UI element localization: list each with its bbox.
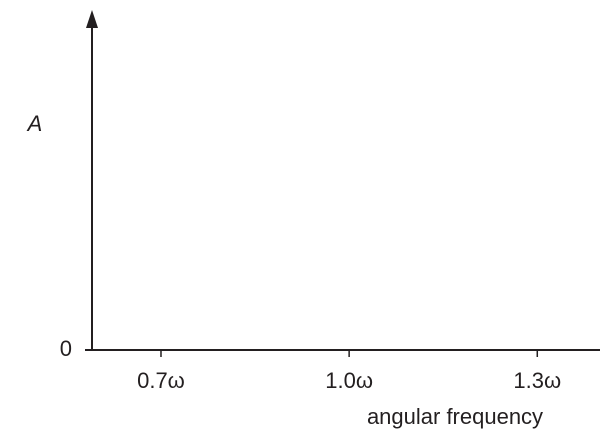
x-tick-label: 1.3ω <box>513 368 561 393</box>
y-tick-label: 0 <box>60 336 72 361</box>
y-axis-arrow <box>86 10 98 28</box>
x-tick-label: 0.7ω <box>137 368 185 393</box>
y-axis-label: A <box>26 111 43 136</box>
x-tick-label: 1.0ω <box>325 368 373 393</box>
x-axis-label: angular frequency <box>367 404 543 429</box>
